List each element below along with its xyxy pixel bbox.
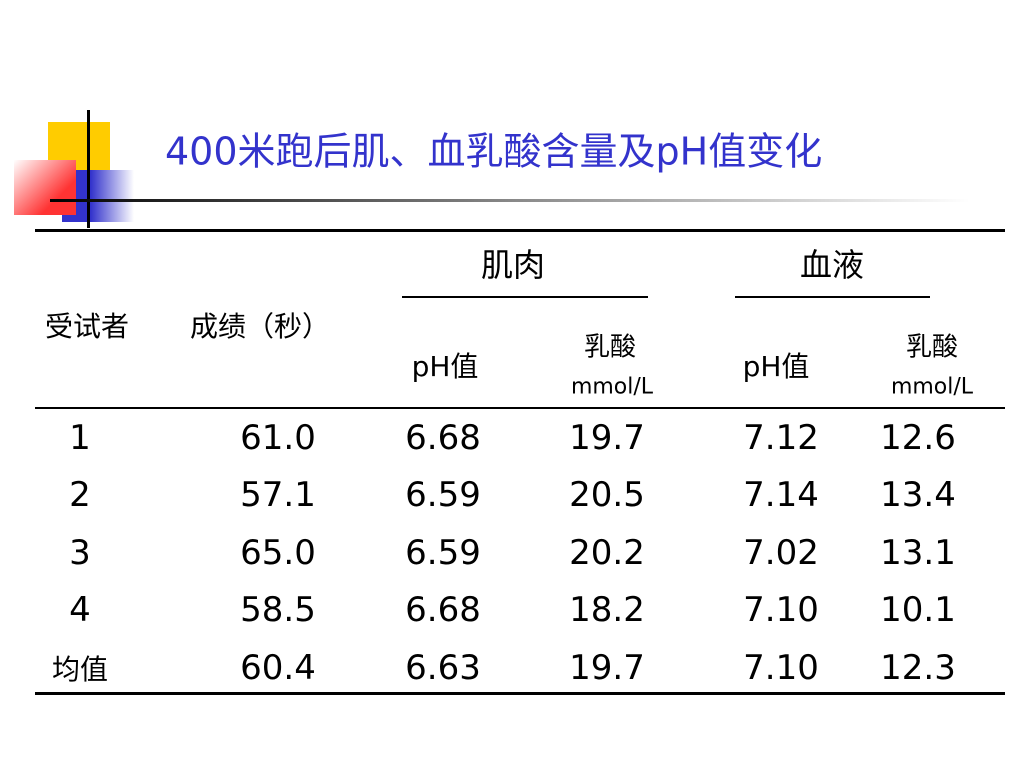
table-cell: 10.1 xyxy=(880,590,956,630)
table-cell: 6.68 xyxy=(405,590,481,630)
header-cell: 乳酸 xyxy=(905,332,959,363)
table-cell: 3 xyxy=(69,533,91,573)
header-cell: 血液 xyxy=(799,246,865,284)
table-cell: 7.02 xyxy=(743,533,819,573)
table-cell: 20.5 xyxy=(569,475,645,515)
table-cell: 2 xyxy=(69,475,91,515)
muscle-rule xyxy=(402,296,648,298)
table-cell: 6.63 xyxy=(405,648,481,688)
table-cell: 7.14 xyxy=(743,475,819,515)
table-cell: 65.0 xyxy=(240,533,316,573)
decoration-red xyxy=(14,160,76,215)
table-cell: 6.68 xyxy=(405,418,481,458)
table-cell: 1 xyxy=(69,418,91,458)
table-bottom-rule xyxy=(35,692,1005,695)
header-cell: mmol/L xyxy=(570,374,654,400)
table-cell: 4 xyxy=(69,590,91,630)
decoration-hline xyxy=(50,199,970,202)
table-cell: 6.59 xyxy=(405,533,481,573)
header-cell: 成绩（秒） xyxy=(190,310,331,343)
table-cell: 13.1 xyxy=(880,533,956,573)
table-cell: 18.2 xyxy=(569,590,645,630)
table-cell: 7.10 xyxy=(743,648,819,688)
decoration-vline xyxy=(87,110,90,228)
table-cell: 57.1 xyxy=(240,475,316,515)
table-cell: 19.7 xyxy=(569,418,645,458)
table-cell: 均值 xyxy=(51,653,109,686)
table-cell: 19.7 xyxy=(569,648,645,688)
table-cell: 12.6 xyxy=(880,418,956,458)
blood-rule xyxy=(735,296,930,298)
slide-title: 400米跑后肌、血乳酸含量及pH值变化 xyxy=(165,129,823,174)
table-cell: 6.59 xyxy=(405,475,481,515)
header-cell: 肌肉 xyxy=(480,246,546,284)
header-rule xyxy=(35,407,1005,409)
table-cell: 7.12 xyxy=(743,418,819,458)
header-cell: 乳酸 xyxy=(583,332,637,363)
header-cell: mmol/L xyxy=(890,374,974,400)
table-cell: 60.4 xyxy=(240,648,316,688)
table-cell: 20.2 xyxy=(569,533,645,573)
table-top-rule xyxy=(35,229,1005,232)
table-cell: 12.3 xyxy=(880,648,956,688)
header-cell: pH值 xyxy=(411,350,479,383)
table-cell: 58.5 xyxy=(240,590,316,630)
header-cell: 受试者 xyxy=(45,310,130,343)
header-cell: pH值 xyxy=(742,350,810,383)
table-cell: 13.4 xyxy=(880,475,956,515)
table-cell: 61.0 xyxy=(240,418,316,458)
table-cell: 7.10 xyxy=(743,590,819,630)
